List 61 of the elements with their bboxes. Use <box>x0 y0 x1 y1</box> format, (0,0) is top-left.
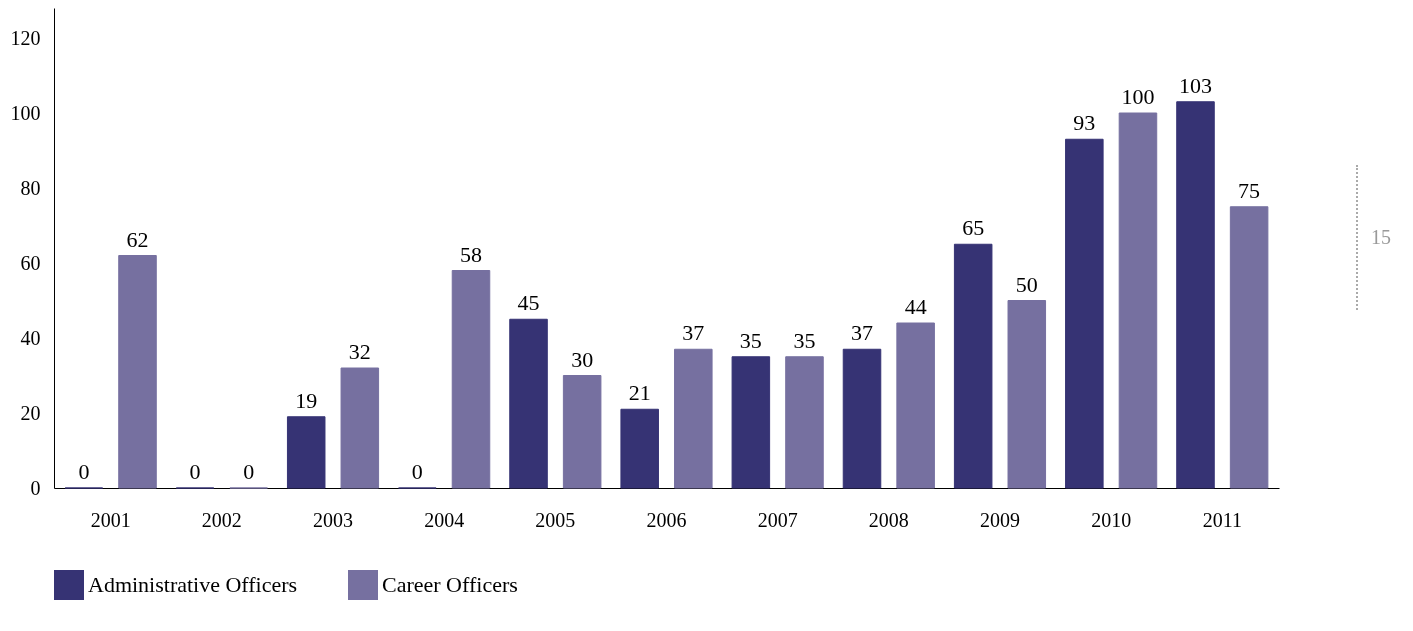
legend-label: Career Officers <box>382 572 518 597</box>
y-tick-label: 100 <box>10 101 41 124</box>
legend-label: Administrative Officers <box>88 572 298 597</box>
data-label: 32 <box>348 339 371 364</box>
data-label: 35 <box>739 327 762 353</box>
bar <box>896 322 935 489</box>
bar <box>731 356 771 489</box>
data-label: 100 <box>1121 84 1155 109</box>
x-tick-label: 2010 <box>1091 508 1132 531</box>
x-tick-label: 2009 <box>979 508 1020 531</box>
data-label: 75 <box>1238 177 1261 203</box>
data-label: 37 <box>851 320 874 346</box>
data-label: 0 <box>243 459 255 484</box>
data-label: 0 <box>189 459 201 484</box>
x-tick-label: 2003 <box>313 508 354 531</box>
x-tick-label: 2011 <box>1202 508 1242 531</box>
y-tick-label: 120 <box>10 26 41 49</box>
data-label: 35 <box>793 327 816 353</box>
data-label: 37 <box>682 320 705 346</box>
bar <box>785 356 824 489</box>
data-label: 62 <box>126 226 149 252</box>
bar <box>509 318 548 489</box>
bar <box>674 348 713 489</box>
bar <box>620 408 659 489</box>
bar <box>842 348 882 489</box>
data-label: 0 <box>411 459 423 484</box>
x-tick-label: 2004 <box>424 508 465 531</box>
data-label: 103 <box>1179 72 1212 98</box>
y-tick-label: 40 <box>20 326 41 349</box>
bar <box>1118 112 1158 489</box>
bar <box>118 255 157 489</box>
y-tick-label: 0 <box>30 476 41 499</box>
bar <box>286 416 326 489</box>
data-label: 45 <box>517 290 540 316</box>
x-tick-label: 2006 <box>646 508 687 531</box>
x-tick-label: 2002 <box>201 508 242 531</box>
y-tick-label: 80 <box>20 176 41 199</box>
data-label: 58 <box>459 241 482 267</box>
y-tick-label: 60 <box>20 251 41 274</box>
data-label: 93 <box>1073 110 1096 136</box>
x-tick-label: 2001 <box>90 508 131 531</box>
bar <box>340 367 380 489</box>
bar <box>1007 300 1047 489</box>
data-label: 19 <box>295 387 318 413</box>
data-label: 30 <box>571 346 594 372</box>
bar <box>1176 101 1215 489</box>
y-tick-label: 20 <box>20 401 41 424</box>
x-tick-label: 2005 <box>535 508 576 531</box>
text: 15 <box>1371 226 1391 249</box>
data-label: 21 <box>628 380 651 406</box>
bar <box>1065 138 1104 489</box>
bar <box>562 375 602 489</box>
bar <box>451 270 491 489</box>
x-tick-label: 2008 <box>868 508 909 531</box>
bar <box>1229 206 1269 489</box>
data-label: 44 <box>904 294 927 319</box>
data-label: 0 <box>78 459 90 484</box>
bar <box>953 243 993 489</box>
data-label: 65 <box>962 215 985 241</box>
x-tick-label: 2007 <box>757 508 798 531</box>
data-label: 50 <box>1015 271 1038 297</box>
